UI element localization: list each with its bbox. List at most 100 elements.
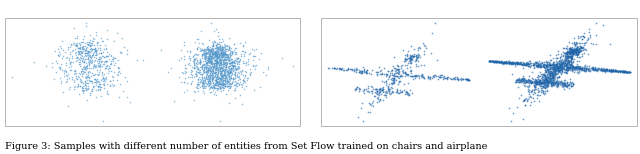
Point: [540, 65, 550, 68]
Point: [567, 51, 577, 54]
Point: [347, 69, 357, 71]
Point: [99, 67, 109, 69]
Point: [86, 42, 97, 44]
Point: [215, 46, 225, 48]
Point: [77, 67, 87, 70]
Point: [198, 77, 209, 79]
Point: [84, 45, 95, 48]
Point: [538, 85, 548, 87]
Point: [200, 53, 211, 56]
Point: [218, 81, 228, 84]
Point: [221, 62, 232, 64]
Point: [83, 43, 93, 45]
Point: [81, 62, 91, 65]
Point: [224, 59, 234, 61]
Point: [89, 63, 99, 66]
Point: [204, 49, 214, 52]
Point: [113, 66, 123, 68]
Point: [508, 62, 518, 65]
Point: [211, 81, 221, 83]
Point: [102, 37, 112, 40]
Point: [223, 89, 234, 91]
Point: [215, 53, 225, 55]
Point: [571, 49, 581, 52]
Point: [218, 81, 228, 84]
Point: [210, 61, 220, 64]
Point: [413, 56, 424, 59]
Point: [551, 67, 561, 70]
Point: [214, 65, 225, 67]
Point: [180, 67, 190, 69]
Point: [546, 77, 556, 80]
Point: [209, 59, 219, 61]
Point: [186, 73, 196, 75]
Point: [566, 58, 576, 61]
Point: [560, 59, 570, 61]
Point: [562, 68, 572, 70]
Point: [214, 48, 224, 50]
Point: [227, 69, 237, 71]
Point: [536, 83, 546, 85]
Point: [230, 62, 240, 64]
Point: [388, 77, 399, 79]
Point: [192, 60, 202, 63]
Point: [540, 84, 550, 87]
Point: [216, 56, 226, 58]
Point: [339, 68, 349, 71]
Point: [547, 78, 557, 80]
Point: [391, 72, 401, 74]
Point: [614, 70, 625, 72]
Point: [562, 72, 572, 74]
Point: [399, 60, 409, 62]
Point: [223, 57, 234, 59]
Point: [547, 68, 557, 71]
Point: [212, 77, 223, 79]
Point: [559, 65, 569, 67]
Point: [234, 58, 244, 60]
Point: [530, 86, 540, 89]
Point: [568, 61, 578, 63]
Point: [191, 75, 201, 77]
Point: [488, 60, 499, 63]
Point: [588, 68, 598, 70]
Point: [228, 61, 239, 63]
Point: [196, 61, 207, 63]
Point: [203, 55, 213, 58]
Point: [576, 49, 586, 51]
Point: [552, 57, 562, 60]
Point: [567, 50, 577, 53]
Point: [371, 71, 381, 73]
Point: [391, 69, 401, 71]
Point: [576, 67, 586, 70]
Point: [526, 95, 536, 98]
Point: [556, 61, 566, 63]
Point: [547, 77, 557, 80]
Point: [486, 60, 496, 62]
Point: [580, 67, 591, 69]
Point: [540, 75, 550, 78]
Point: [563, 55, 573, 58]
Point: [216, 80, 226, 82]
Point: [387, 91, 397, 93]
Point: [241, 85, 252, 87]
Point: [204, 57, 214, 60]
Point: [86, 79, 97, 82]
Point: [569, 42, 579, 45]
Point: [198, 51, 209, 54]
Point: [566, 53, 577, 56]
Point: [65, 53, 75, 55]
Point: [564, 65, 575, 67]
Point: [559, 59, 570, 61]
Point: [80, 58, 90, 61]
Point: [92, 52, 102, 55]
Point: [187, 74, 197, 76]
Point: [223, 81, 233, 83]
Point: [567, 42, 577, 45]
Point: [538, 81, 548, 83]
Point: [518, 63, 528, 66]
Point: [198, 72, 208, 74]
Point: [563, 55, 573, 58]
Point: [204, 52, 214, 55]
Point: [513, 79, 523, 81]
Point: [226, 61, 236, 63]
